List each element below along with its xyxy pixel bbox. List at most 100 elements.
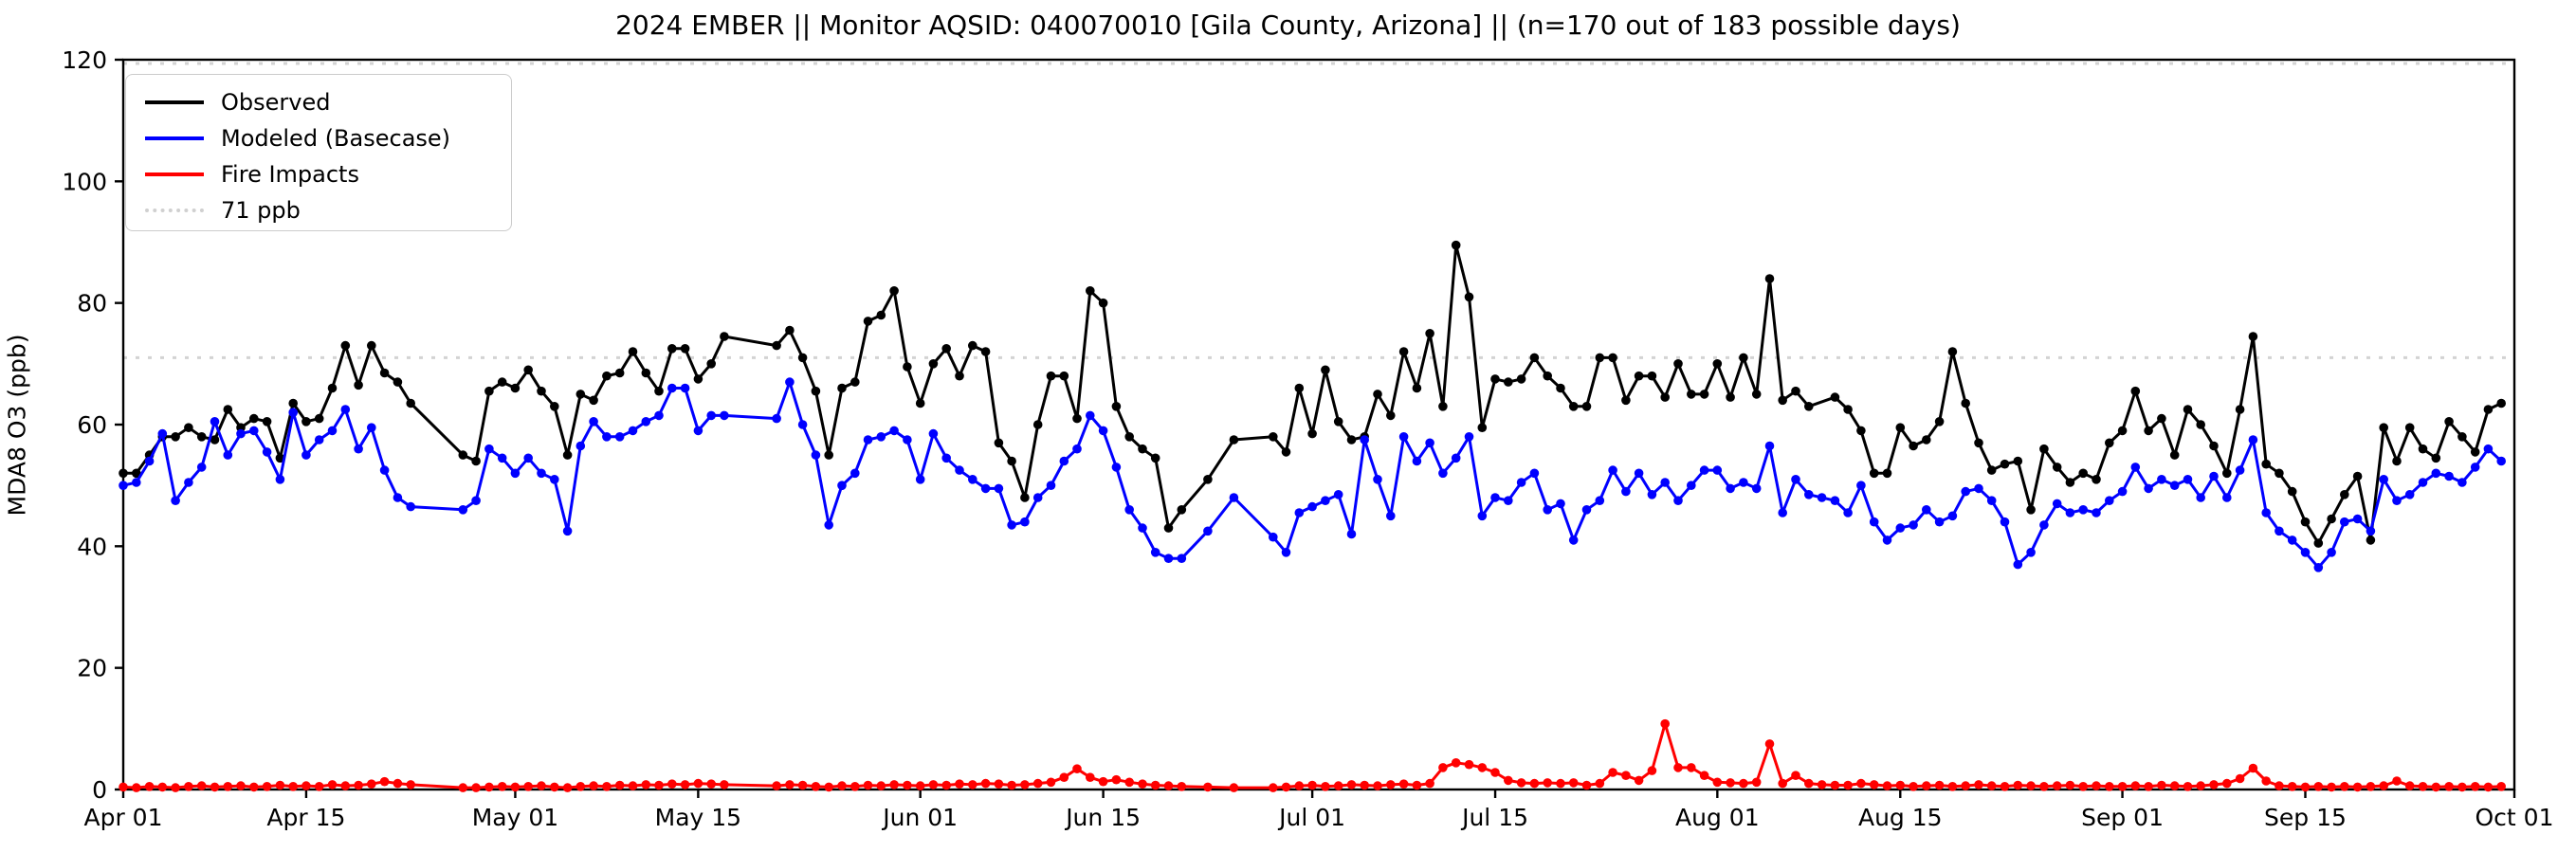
modeled-basecase-point bbox=[1360, 435, 1369, 445]
observed-point bbox=[2052, 463, 2062, 472]
observed-point bbox=[354, 380, 363, 390]
modeled-basecase-point bbox=[1673, 496, 1683, 505]
fire-impacts-point bbox=[2496, 782, 2506, 791]
observed-point bbox=[1895, 423, 1906, 433]
fire-impacts-point bbox=[680, 780, 690, 789]
fire-impacts-point bbox=[354, 780, 363, 790]
observed-point bbox=[1124, 432, 1134, 442]
modeled-basecase-point bbox=[510, 468, 521, 479]
modeled-basecase-point bbox=[654, 410, 664, 421]
fire-impacts-point bbox=[2183, 782, 2193, 791]
y-tick-label: 60 bbox=[77, 411, 107, 439]
observed-point bbox=[171, 432, 180, 442]
modeled-basecase-point bbox=[2300, 548, 2311, 557]
fire-impacts-point bbox=[903, 780, 912, 790]
fire-impacts-point bbox=[2379, 781, 2388, 790]
modeled-basecase-point bbox=[1124, 505, 1134, 515]
modeled-basecase-point bbox=[1163, 554, 1174, 563]
observed-point bbox=[1203, 475, 1213, 484]
observed-point bbox=[1647, 371, 1657, 381]
modeled-basecase-point bbox=[327, 426, 338, 436]
fire-impacts-point bbox=[602, 782, 612, 791]
modeled-basecase-point bbox=[797, 420, 808, 429]
fire-impacts-point bbox=[720, 780, 729, 789]
fire-impacts-point bbox=[1124, 777, 1134, 788]
modeled-basecase-point bbox=[406, 501, 416, 512]
fire-impacts-point bbox=[1425, 778, 1434, 789]
fire-impacts-point bbox=[1438, 763, 1448, 772]
modeled-basecase-point bbox=[2130, 463, 2141, 472]
modeled-basecase-point bbox=[1922, 505, 1931, 515]
modeled-basecase-point bbox=[2144, 483, 2153, 494]
x-tick-label: Apr 15 bbox=[266, 804, 345, 831]
fire-impacts-point bbox=[1804, 778, 1814, 789]
observed-markers bbox=[119, 240, 2506, 548]
fire-impacts-point bbox=[2470, 782, 2480, 791]
observed-point bbox=[523, 365, 533, 375]
x-tick-label: Aug 15 bbox=[1858, 804, 1943, 831]
observed-point bbox=[2340, 490, 2349, 499]
modeled-basecase-point bbox=[2196, 493, 2205, 502]
observed-point bbox=[2404, 423, 2415, 433]
observed-point bbox=[1856, 426, 1866, 436]
fire-impacts-point bbox=[1856, 778, 1866, 789]
fire-impacts-point bbox=[1947, 782, 1958, 791]
fire-impacts-point bbox=[458, 783, 468, 792]
fire-impacts-point bbox=[889, 780, 899, 789]
observed-point bbox=[1307, 428, 1317, 439]
fire-impacts-point bbox=[2209, 780, 2219, 789]
fire-impacts-point bbox=[2300, 782, 2311, 792]
observed-point bbox=[2352, 471, 2363, 481]
fire-impacts-point bbox=[1974, 780, 1983, 789]
observed-point bbox=[2261, 459, 2271, 469]
x-tick-label: Apr 01 bbox=[83, 804, 162, 831]
observed-point bbox=[184, 423, 193, 433]
observed-point bbox=[772, 340, 781, 351]
legend-item-observed: Observed bbox=[145, 84, 511, 120]
observed-point bbox=[1581, 402, 1592, 411]
modeled-basecase-point bbox=[236, 428, 246, 439]
observed-point bbox=[693, 374, 703, 384]
modeled-basecase-point bbox=[2026, 548, 2036, 557]
fire-impacts-point bbox=[1543, 778, 1552, 788]
fire-impacts-point bbox=[589, 781, 598, 790]
modeled-basecase-point bbox=[2483, 444, 2494, 454]
fire-impacts-point bbox=[550, 782, 559, 792]
fire-impacts-point bbox=[1830, 780, 1840, 790]
fire-impacts-point bbox=[915, 781, 925, 790]
modeled-basecase-point bbox=[1438, 468, 1448, 479]
fire-impacts-point bbox=[1660, 718, 1670, 729]
modeled-basecase-point bbox=[863, 435, 873, 445]
observed-point bbox=[1059, 371, 1069, 381]
modeled-basecase-point bbox=[1909, 520, 1918, 530]
fire-impacts-point bbox=[1647, 766, 1657, 775]
observed-point bbox=[2431, 453, 2441, 463]
observed-point bbox=[1621, 395, 1631, 406]
fire-impacts-point bbox=[2169, 781, 2180, 790]
modeled-basecase-point bbox=[354, 444, 363, 454]
observed-point bbox=[1490, 374, 1500, 384]
observed-point bbox=[889, 286, 899, 296]
observed-point bbox=[2039, 444, 2049, 454]
observed-point bbox=[367, 340, 376, 351]
fire-impacts-point bbox=[2039, 782, 2049, 791]
modeled-basecase-point bbox=[301, 450, 311, 460]
modeled-basecase-point bbox=[1072, 444, 1082, 454]
observed-point bbox=[2000, 459, 2010, 469]
observed-point bbox=[2157, 413, 2166, 424]
observed-point bbox=[2026, 505, 2036, 515]
observed-point bbox=[1869, 468, 1879, 479]
fire-impacts-point bbox=[562, 783, 573, 792]
observed-point bbox=[1007, 456, 1016, 466]
modeled-basecase-point bbox=[1150, 548, 1160, 557]
fire-impacts-point bbox=[1138, 779, 1147, 789]
observed-point bbox=[458, 450, 468, 460]
observed-point bbox=[2418, 444, 2428, 454]
fire-impacts-point bbox=[275, 780, 285, 790]
modeled-basecase-point bbox=[2117, 486, 2128, 497]
observed-point bbox=[1516, 374, 1526, 384]
fire-impacts-point bbox=[2483, 782, 2494, 792]
modeled-basecase-point bbox=[1621, 486, 1631, 497]
modeled-basecase-point bbox=[941, 453, 951, 463]
observed-point bbox=[2366, 535, 2376, 545]
